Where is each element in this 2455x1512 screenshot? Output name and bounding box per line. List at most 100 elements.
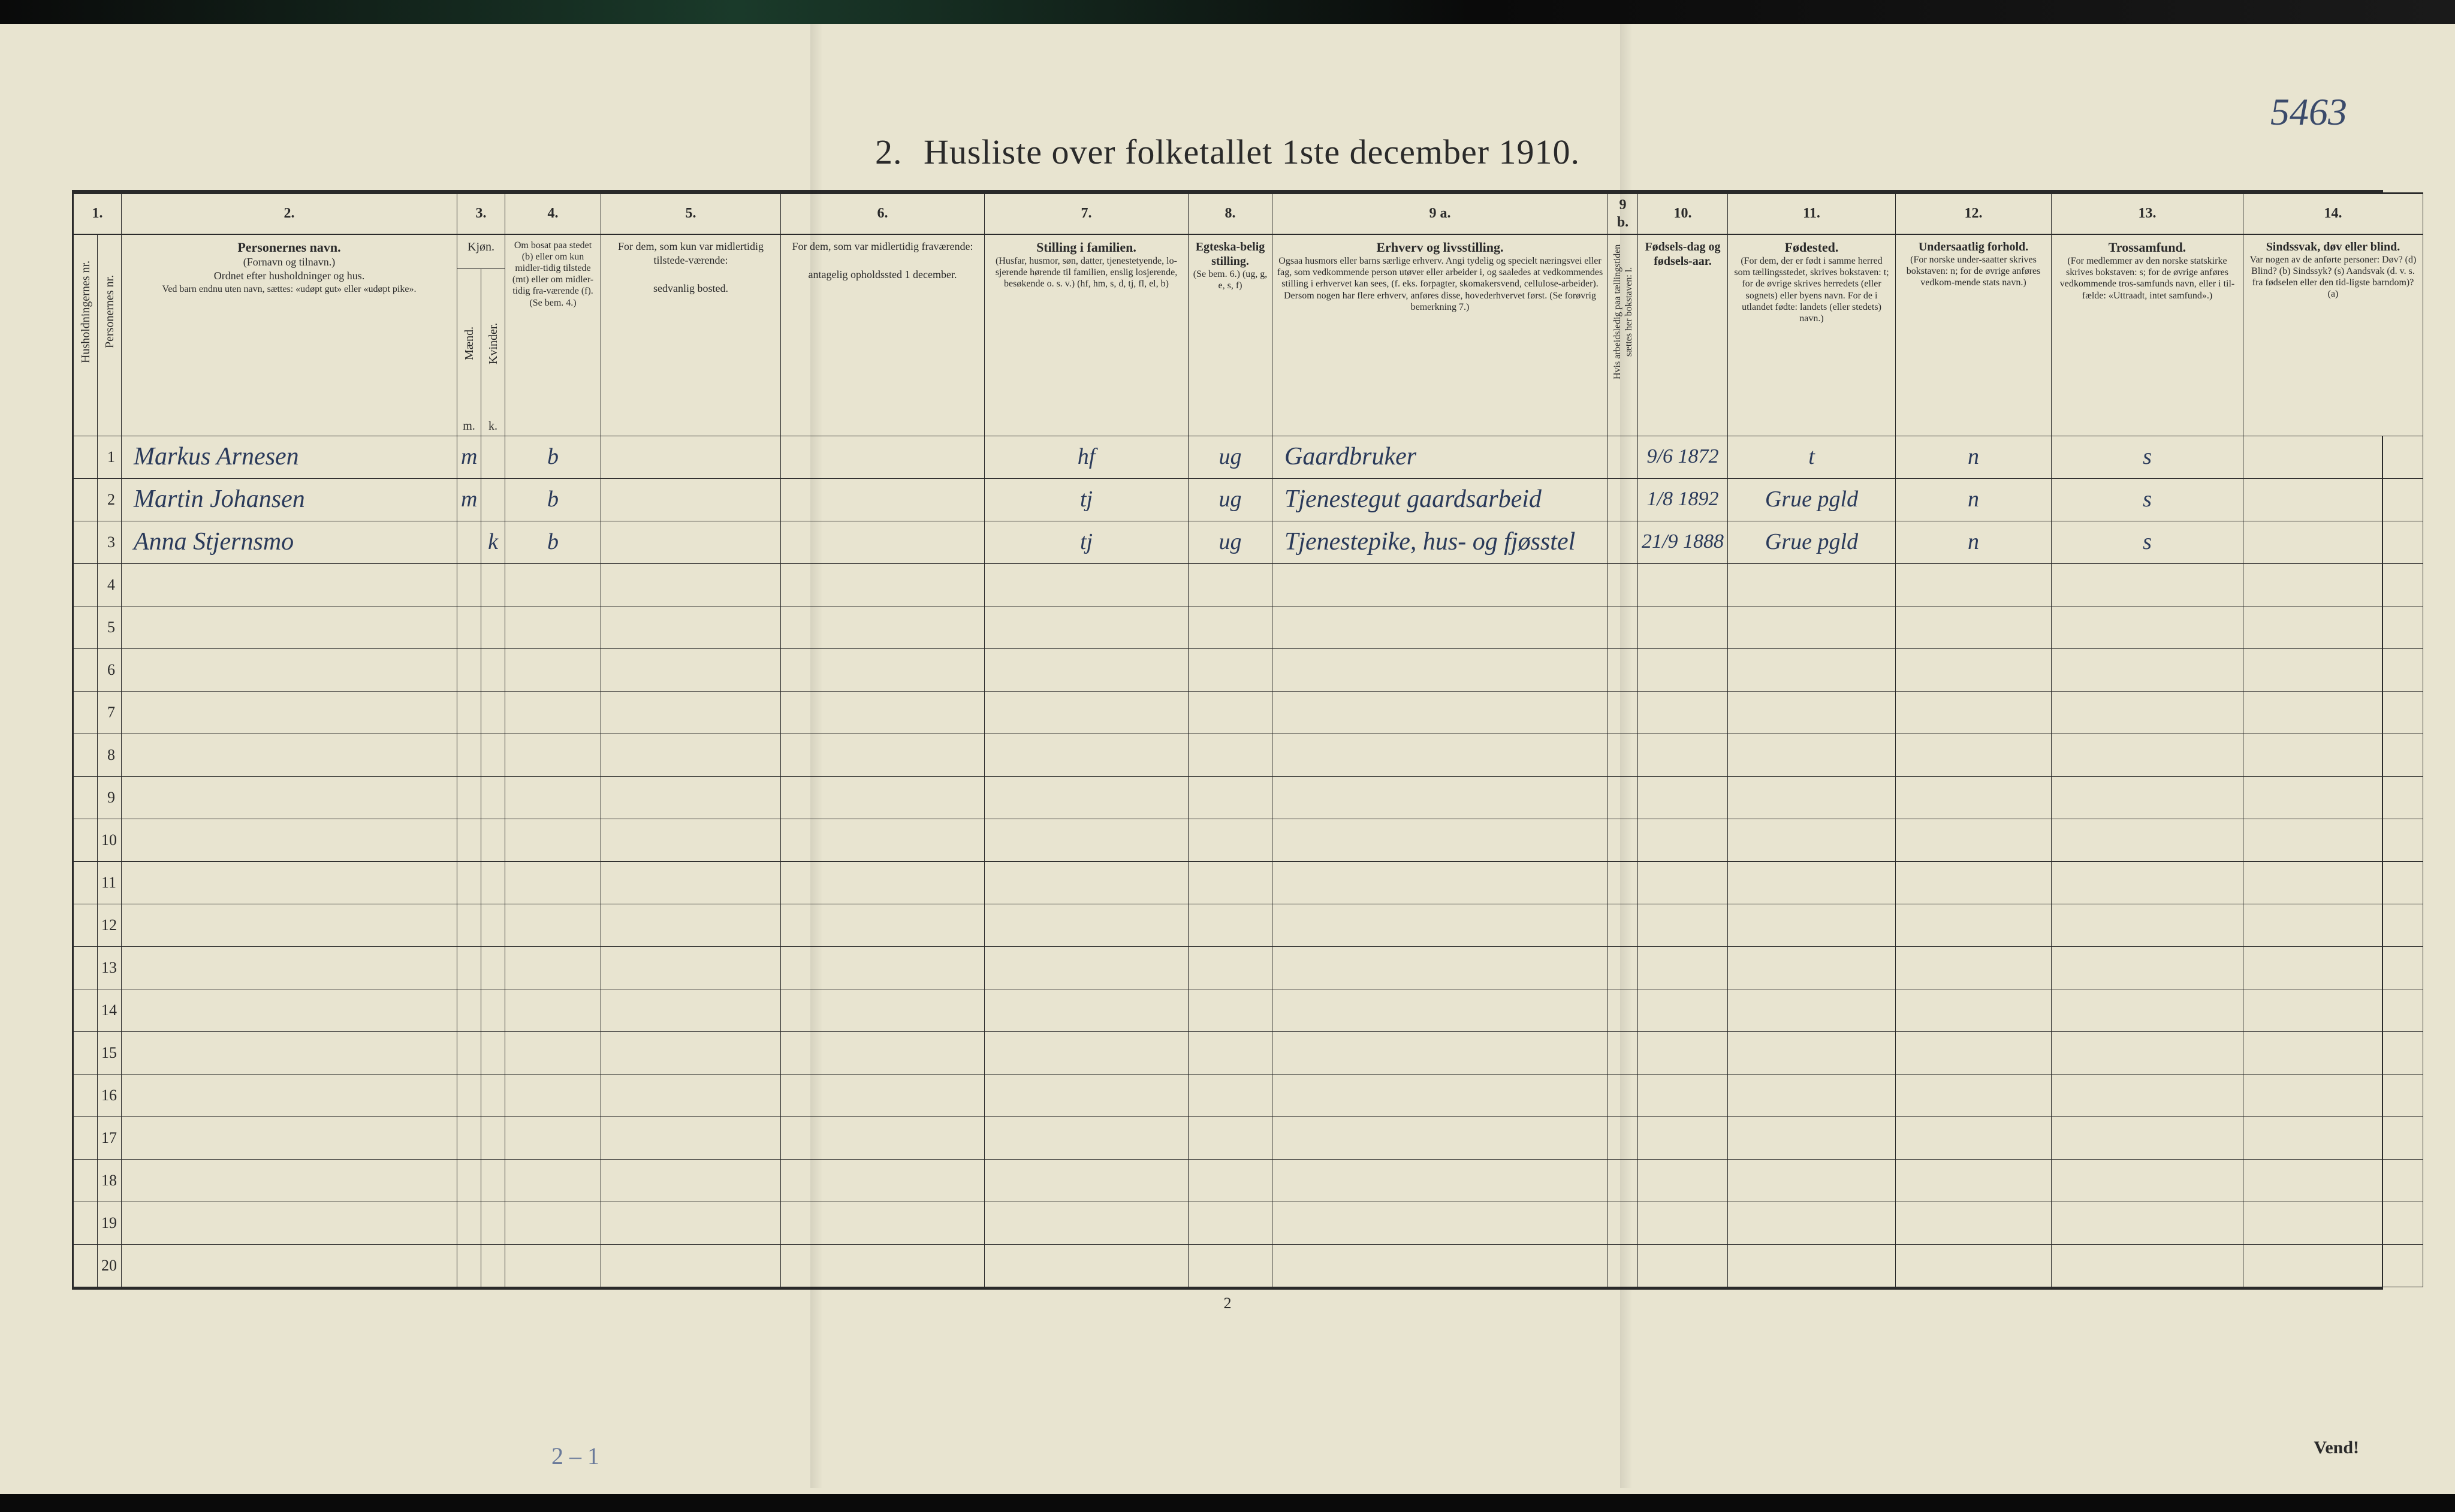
cell-empty (2052, 648, 2243, 691)
cell-hh (74, 734, 98, 776)
cell-empty (481, 989, 505, 1031)
cell-empty (781, 989, 985, 1031)
cell-empty (481, 819, 505, 861)
cell-empty (985, 819, 1189, 861)
cell-empty (457, 776, 481, 819)
cell-empty (481, 1031, 505, 1074)
cell-empty (781, 1244, 985, 1287)
cell-empty (985, 861, 1189, 904)
cell-empty (985, 1159, 1189, 1202)
colnum-6: 6. (781, 194, 985, 234)
cell-empty (122, 563, 457, 606)
cell-empty (985, 691, 1189, 734)
cell-empty (1608, 776, 1638, 819)
cell-hh (74, 563, 98, 606)
cell-m: m (457, 436, 481, 478)
cell-person-nr: 4 (98, 563, 122, 606)
cell-empty (1272, 776, 1608, 819)
cell-empty (1608, 904, 1638, 946)
cell-empty (1608, 946, 1638, 989)
cell-empty (2052, 904, 2243, 946)
cell-person-nr: 12 (98, 904, 122, 946)
cell-empty (2052, 563, 2243, 606)
cell-empty (1728, 1244, 1896, 1287)
table-row-empty: 17 (74, 1116, 2423, 1159)
cell-empty (457, 946, 481, 989)
cell-hh (74, 1031, 98, 1074)
cell-empty (1608, 989, 1638, 1031)
cell-empty (2243, 819, 2423, 861)
cell-empty (2052, 1202, 2243, 1244)
cell-empty (985, 776, 1189, 819)
colnum-13: 13. (2052, 194, 2243, 234)
cell-empty (1638, 1159, 1728, 1202)
cell-bosat: b (505, 436, 601, 478)
cell-empty (781, 776, 985, 819)
cell-empty (1189, 1244, 1272, 1287)
cell-empty (1896, 1244, 2052, 1287)
cell-erhverv: Gaardbruker (1272, 436, 1608, 478)
cell-empty (985, 946, 1189, 989)
hdr-kvinder: Kvinder. k. (481, 268, 505, 436)
table-row-empty: 19 (74, 1202, 2423, 1244)
cell-empty (457, 1202, 481, 1244)
hdr-trossamfund: Trossamfund. (For medlemmer av den norsk… (2052, 234, 2243, 436)
cell-under: n (1896, 521, 2052, 563)
colnum-7: 7. (985, 194, 1189, 234)
cell-person-nr: 7 (98, 691, 122, 734)
cell-hh (74, 691, 98, 734)
hdr-fravaerende: For dem, som var midlertidig fraværende:… (781, 234, 985, 436)
cell-empty (122, 1074, 457, 1116)
cell-empty (457, 819, 481, 861)
cell-empty (1272, 1244, 1608, 1287)
cell-fodested: Grue pgld (1728, 521, 1896, 563)
cell-empty (985, 1074, 1189, 1116)
cell-empty (122, 1116, 457, 1159)
cell-empty (505, 776, 601, 819)
cell-empty (505, 691, 601, 734)
cell-empty (2052, 1244, 2243, 1287)
cell-fodsel: 9/6 1872 (1638, 436, 1728, 478)
cell-empty (2243, 861, 2423, 904)
cell-empty (122, 946, 457, 989)
footer-page-number: 2 (48, 1294, 2407, 1312)
table-row-empty: 15 (74, 1031, 2423, 1074)
cell-empty (1608, 734, 1638, 776)
cell-m (457, 521, 481, 563)
cell-empty (2052, 861, 2243, 904)
cell-empty (1896, 606, 2052, 648)
cell-empty (122, 861, 457, 904)
cell-empty (985, 904, 1189, 946)
colnum-9b: 9 b. (1608, 194, 1638, 234)
cell-empty (1638, 861, 1728, 904)
cell-empty (985, 563, 1189, 606)
cell-empty (122, 734, 457, 776)
pencil-annotation: 2 – 1 (551, 1442, 599, 1470)
cell-person-nr: 10 (98, 819, 122, 861)
cell-empty (2052, 1116, 2243, 1159)
cell-empty (457, 989, 481, 1031)
cell-empty (505, 734, 601, 776)
cell-hh (74, 648, 98, 691)
cell-name: Anna Stjernsmo (122, 521, 457, 563)
cell-k (481, 478, 505, 521)
cell-sind (2243, 478, 2423, 521)
cell-hh (74, 989, 98, 1031)
cell-empty (1638, 904, 1728, 946)
cell-empty (505, 1031, 601, 1074)
cell-hh (74, 521, 98, 563)
hdr-arbeidsledig: Hvis arbeidsledig paa tællingstiden sætt… (1608, 234, 1638, 436)
cell-empty (1272, 563, 1608, 606)
hdr-maend: Mænd. m. (457, 268, 481, 436)
cell-empty (457, 691, 481, 734)
cell-person-nr: 5 (98, 606, 122, 648)
hdr-household-nr: Husholdningernes nr. (74, 234, 98, 436)
cell-empty (601, 691, 781, 734)
cell-empty (1608, 1244, 1638, 1287)
cell-empty (1189, 819, 1272, 861)
cell-empty (1272, 861, 1608, 904)
table-row: 2Martin JohansenmbtjugTjenestegut gaards… (74, 478, 2423, 521)
cell-empty (122, 1244, 457, 1287)
cell-hh (74, 946, 98, 989)
cell-empty (1272, 691, 1608, 734)
